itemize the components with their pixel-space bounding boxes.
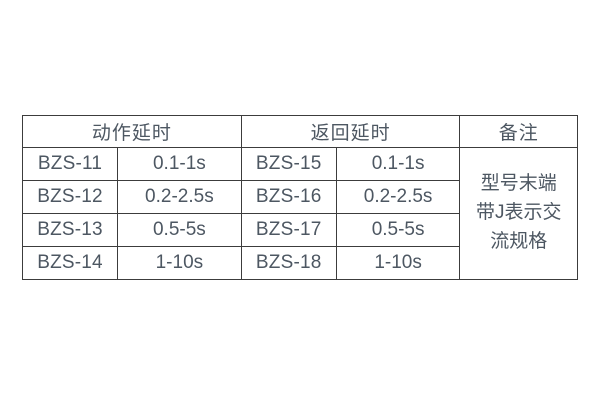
header-action-delay: 动作延时	[22, 115, 242, 148]
return-value-2: 0.2-2.5s	[335, 180, 461, 214]
return-value-4: 1-10s	[335, 246, 461, 280]
action-model-3: BZS-13	[21, 213, 119, 247]
table-row: BZS-14 1-10s BZS-18 1-10s	[21, 246, 578, 280]
action-value-4: 1-10s	[117, 246, 242, 280]
table-row: BZS-13 0.5-5s BZS-17 0.5-5s	[21, 213, 578, 247]
return-model-2: BZS-16	[240, 180, 337, 214]
remark-line-1: 型号末端	[480, 173, 557, 195]
header-return-delay: 返回延时	[240, 115, 461, 148]
action-model-4: BZS-14	[21, 246, 119, 280]
action-value-2: 0.2-2.5s	[117, 180, 242, 214]
return-value-3: 0.5-5s	[335, 213, 461, 247]
remark-line-2: 带J表示交	[475, 202, 562, 224]
action-model-1: BZS-11	[21, 147, 119, 181]
action-value-3: 0.5-5s	[117, 213, 242, 247]
return-value-1: 0.1-1s	[335, 147, 461, 181]
return-model-4: BZS-18	[240, 246, 337, 280]
table-row: BZS-12 0.2-2.5s BZS-16 0.2-2.5s	[21, 180, 578, 214]
timing-spec-table: 动作延时 返回延时 备注 BZS-11 0.1-1s BZS-15 0.1-1s…	[21, 115, 578, 280]
table-header-row: 动作延时 返回延时 备注	[22, 115, 578, 148]
action-model-2: BZS-12	[21, 180, 119, 214]
table-row: BZS-11 0.1-1s BZS-15 0.1-1s 型号末端 带J表示交 流…	[21, 147, 578, 280]
header-remark: 备注	[459, 115, 578, 148]
remark-line-3: 流规格	[490, 230, 548, 252]
return-model-3: BZS-17	[240, 213, 337, 247]
remark-cell: 型号末端 带J表示交 流规格	[459, 147, 578, 280]
return-model-1: BZS-15	[240, 147, 337, 181]
action-value-1: 0.1-1s	[117, 147, 242, 181]
